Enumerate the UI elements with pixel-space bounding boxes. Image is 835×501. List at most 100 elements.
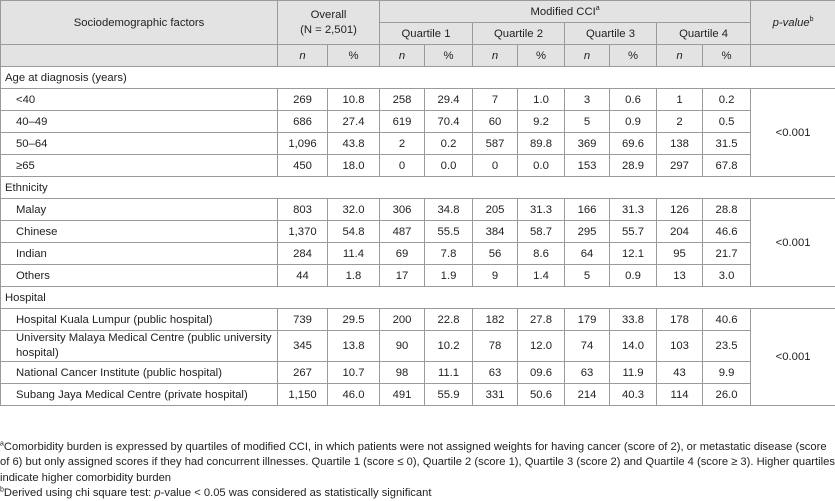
cell: 09.6 xyxy=(518,362,565,384)
pct-header: % xyxy=(610,45,657,67)
section-row-age: Age at diagnosis (years) xyxy=(1,67,835,89)
cell: 138 xyxy=(657,133,703,155)
cell: 46.6 xyxy=(703,221,751,243)
cell: 28.9 xyxy=(610,155,657,177)
cell: 267 xyxy=(278,362,328,384)
cell: 69 xyxy=(380,243,425,265)
cell: 11.9 xyxy=(610,362,657,384)
header-row-3: n % n % n % n % n % xyxy=(1,45,835,67)
table-row: 50–64 1,096 43.8 2 0.2 587 89.8 369 69.6… xyxy=(1,133,835,155)
cell: 295 xyxy=(565,221,610,243)
table-row: Subang Jaya Medical Centre (private hosp… xyxy=(1,384,835,406)
cell: 182 xyxy=(473,309,518,331)
footnote-b-post: -value < 0.05 was considered as statisti… xyxy=(161,487,432,499)
cell: 1.8 xyxy=(328,265,380,287)
pvalue-cell-age: <0.001 xyxy=(751,89,835,177)
cell: 205 xyxy=(473,199,518,221)
quartile-4-header: Quartile 4 xyxy=(657,23,751,45)
cell: 69.6 xyxy=(610,133,657,155)
cell: 29.5 xyxy=(328,309,380,331)
table-row: Indian 284 11.4 69 7.8 56 8.6 64 12.1 95… xyxy=(1,243,835,265)
pvalue-header: p-valueb xyxy=(751,1,835,45)
cell: 55.7 xyxy=(610,221,657,243)
cell: 55.9 xyxy=(425,384,473,406)
cell: 166 xyxy=(565,199,610,221)
table-row: Chinese 1,370 54.8 487 55.5 384 58.7 295… xyxy=(1,221,835,243)
table-row: National Cancer Institute (public hospit… xyxy=(1,362,835,384)
cell: 0 xyxy=(380,155,425,177)
cell: 450 xyxy=(278,155,328,177)
quartile-3-header: Quartile 3 xyxy=(565,23,657,45)
cell: 34.8 xyxy=(425,199,473,221)
cell: 31.3 xyxy=(610,199,657,221)
cell: 686 xyxy=(278,111,328,133)
cell: 10.8 xyxy=(328,89,380,111)
header-blank-cell xyxy=(1,45,278,67)
pct-header: % xyxy=(518,45,565,67)
cell: 0.2 xyxy=(425,133,473,155)
table-figure: Sociodemographic factors Overall (N = 2,… xyxy=(0,0,835,487)
n-header: n xyxy=(278,45,328,67)
cell: 619 xyxy=(380,111,425,133)
cell: 0.6 xyxy=(610,89,657,111)
row-label: Others xyxy=(1,265,278,287)
cell: 46.0 xyxy=(328,384,380,406)
section-title-ethnicity: Ethnicity xyxy=(1,177,835,199)
cell: 258 xyxy=(380,89,425,111)
cell: 33.8 xyxy=(610,309,657,331)
cell: 54.8 xyxy=(328,221,380,243)
cell: 22.8 xyxy=(425,309,473,331)
cell: 63 xyxy=(473,362,518,384)
cell: 21.7 xyxy=(703,243,751,265)
section-row-ethnicity: Ethnicity xyxy=(1,177,835,199)
cell: 587 xyxy=(473,133,518,155)
cell: 74 xyxy=(565,331,610,362)
n-header: n xyxy=(565,45,610,67)
footnotes: aComorbidity burden is expressed by quar… xyxy=(0,440,835,501)
row-label: Indian xyxy=(1,243,278,265)
cell: 1.4 xyxy=(518,265,565,287)
factor-header: Sociodemographic factors xyxy=(1,1,278,45)
cell: 331 xyxy=(473,384,518,406)
data-table: Sociodemographic factors Overall (N = 2,… xyxy=(0,0,835,406)
cell: 0.9 xyxy=(610,111,657,133)
cell: 9.2 xyxy=(518,111,565,133)
cell: 114 xyxy=(657,384,703,406)
footnote-b: bDerived using chi square test: p-value … xyxy=(0,486,835,501)
cell: 0.5 xyxy=(703,111,751,133)
cell: 43.8 xyxy=(328,133,380,155)
cell: 27.4 xyxy=(328,111,380,133)
cell: 11.1 xyxy=(425,362,473,384)
cell: 1.9 xyxy=(425,265,473,287)
table-row: Others 44 1.8 17 1.9 9 1.4 5 0.9 13 3.0 xyxy=(1,265,835,287)
row-label: Chinese xyxy=(1,221,278,243)
cell: 11.4 xyxy=(328,243,380,265)
cell: 8.6 xyxy=(518,243,565,265)
cell: 7 xyxy=(473,89,518,111)
row-label: <40 xyxy=(1,89,278,111)
section-title-hospital: Hospital xyxy=(1,287,835,309)
cell: 12.1 xyxy=(610,243,657,265)
pvalue-label: p-value xyxy=(773,17,810,29)
cell: 0.9 xyxy=(610,265,657,287)
cell: 345 xyxy=(278,331,328,362)
cell: 70.4 xyxy=(425,111,473,133)
cell: 491 xyxy=(380,384,425,406)
footnote-b-pre: Derived using chi square test: xyxy=(4,487,155,499)
cell: 200 xyxy=(380,309,425,331)
overall-header: Overall (N = 2,501) xyxy=(278,1,380,45)
cell: 40.6 xyxy=(703,309,751,331)
cell: 153 xyxy=(565,155,610,177)
cell: 1 xyxy=(657,89,703,111)
row-label: Malay xyxy=(1,199,278,221)
cell: 739 xyxy=(278,309,328,331)
overall-n-label: (N = 2,501) xyxy=(300,24,357,36)
cell: 50.6 xyxy=(518,384,565,406)
quartile-2-header: Quartile 2 xyxy=(473,23,565,45)
cell: 23.5 xyxy=(703,331,751,362)
table-row: ≥65 450 18.0 0 0.0 0 0.0 153 28.9 297 67… xyxy=(1,155,835,177)
cell: 31.3 xyxy=(518,199,565,221)
cell: 56 xyxy=(473,243,518,265)
cell: 2 xyxy=(657,111,703,133)
cell: 1.0 xyxy=(518,89,565,111)
